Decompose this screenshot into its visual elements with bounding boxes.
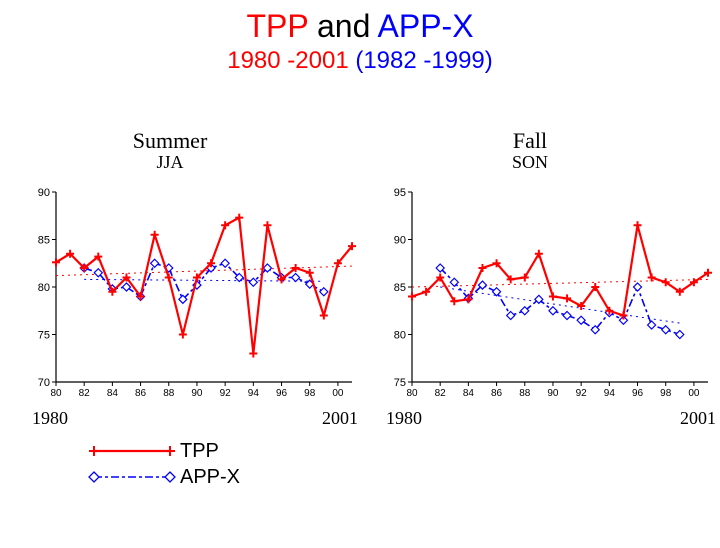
chart-panels: 7075808590808284868890929496980075808590… [28,184,692,400]
xaxis-label: 2001 [680,408,716,429]
svg-text:90: 90 [547,388,559,399]
svg-text:82: 82 [79,388,91,399]
svg-text:90: 90 [38,187,50,199]
panel-header-summer: SummerJJA [110,128,230,173]
svg-text:84: 84 [107,388,119,399]
svg-text:80: 80 [406,388,418,399]
legend: TPP APP-X [88,438,240,490]
svg-text:80: 80 [394,330,406,342]
svg-text:82: 82 [435,388,447,399]
svg-text:85: 85 [38,235,50,247]
xaxis-label: 1980 [386,408,422,429]
svg-text:70: 70 [38,377,50,389]
svg-text:86: 86 [135,388,147,399]
charts-svg: 7075808590808284868890929496980075808590… [28,184,712,400]
legend-label: TPP [180,440,219,463]
svg-text:90: 90 [394,235,406,247]
svg-text:98: 98 [660,388,672,399]
svg-text:86: 86 [491,388,503,399]
svg-text:92: 92 [576,388,588,399]
svg-text:00: 00 [688,388,700,399]
svg-text:96: 96 [632,388,644,399]
main-title: TPP and APP-X [0,8,720,45]
svg-text:85: 85 [394,282,406,294]
svg-text:92: 92 [220,388,232,399]
svg-text:84: 84 [463,388,475,399]
svg-text:80: 80 [50,388,62,399]
subtitle: 1980 -2001 (1982 -1999) [0,47,720,75]
svg-text:96: 96 [276,388,288,399]
svg-text:80: 80 [38,282,50,294]
legend-item-app: APP-X [88,464,240,490]
svg-text:88: 88 [163,388,175,399]
panel-header-fall: FallSON [470,128,590,173]
legend-swatch-tpp [88,440,180,462]
svg-text:75: 75 [38,330,50,342]
xaxis-label: 1980 [32,408,68,429]
svg-text:98: 98 [304,388,316,399]
svg-text:88: 88 [519,388,531,399]
svg-text:94: 94 [604,388,616,399]
svg-text:95: 95 [394,187,406,199]
legend-item-tpp: TPP [88,438,240,464]
svg-text:00: 00 [332,388,344,399]
svg-text:90: 90 [191,388,203,399]
svg-text:75: 75 [394,377,406,389]
legend-label: APP-X [180,466,240,489]
xaxis-label: 2001 [322,408,358,429]
legend-swatch-app [88,466,180,488]
svg-text:94: 94 [248,388,260,399]
